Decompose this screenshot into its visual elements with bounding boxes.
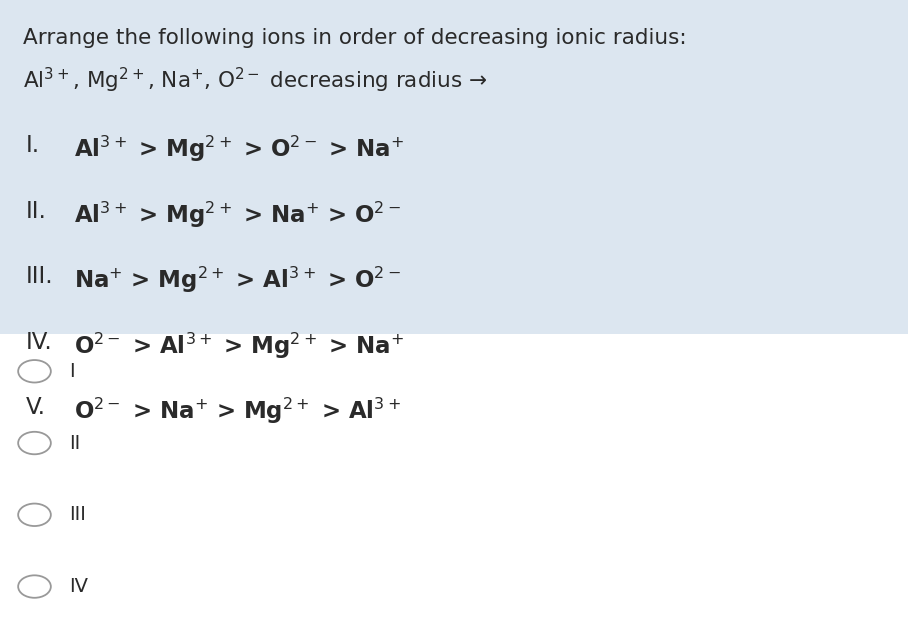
Text: Al$^{3+}$ > Mg$^{2+}$ > Na$^{+}$ > O$^{2-}$: Al$^{3+}$ > Mg$^{2+}$ > Na$^{+}$ > O$^{2…: [74, 200, 401, 230]
Text: III.: III.: [25, 265, 53, 288]
Text: V.: V.: [25, 396, 45, 419]
Text: Arrange the following ions in order of decreasing ionic radius:: Arrange the following ions in order of d…: [23, 28, 686, 48]
Text: Na$^{+}$ > Mg$^{2+}$ > Al$^{3+}$ > O$^{2-}$: Na$^{+}$ > Mg$^{2+}$ > Al$^{3+}$ > O$^{2…: [74, 265, 401, 295]
Text: I: I: [69, 362, 74, 381]
Text: Al$^{3+}$ > Mg$^{2+}$ > O$^{2-}$ > Na$^{+}$: Al$^{3+}$ > Mg$^{2+}$ > O$^{2-}$ > Na$^{…: [74, 134, 405, 164]
Text: II: II: [69, 434, 80, 452]
Text: Al$^{3+}$, Mg$^{2+}$, Na$^{+}$, O$^{2-}$ decreasing radius →: Al$^{3+}$, Mg$^{2+}$, Na$^{+}$, O$^{2-}$…: [23, 66, 487, 95]
Text: III: III: [69, 505, 86, 524]
Text: IV.: IV.: [25, 331, 52, 354]
Text: O$^{2-}$ > Al$^{3+}$ > Mg$^{2+}$ > Na$^{+}$: O$^{2-}$ > Al$^{3+}$ > Mg$^{2+}$ > Na$^{…: [74, 331, 405, 361]
Text: O$^{2-}$ > Na$^{+}$ > Mg$^{2+}$ > Al$^{3+}$: O$^{2-}$ > Na$^{+}$ > Mg$^{2+}$ > Al$^{3…: [74, 396, 401, 426]
Text: IV: IV: [69, 577, 88, 596]
Text: II.: II.: [25, 200, 46, 223]
FancyBboxPatch shape: [0, 0, 908, 334]
Text: I.: I.: [25, 134, 40, 157]
